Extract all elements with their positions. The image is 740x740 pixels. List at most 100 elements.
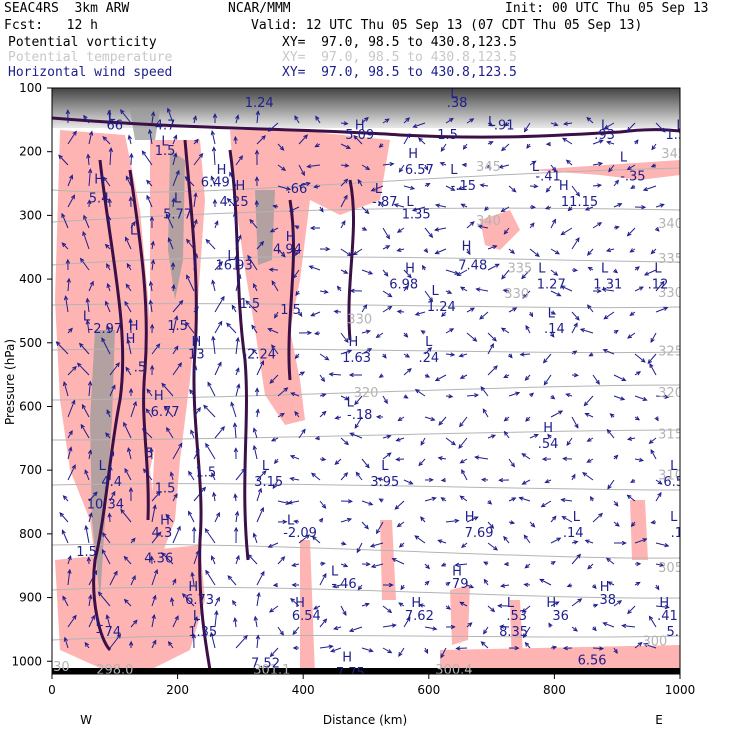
wind-vector (87, 154, 90, 166)
wind-vector (487, 521, 494, 529)
wind-vector (108, 216, 111, 229)
wind-vector (529, 248, 540, 257)
wind-vector (361, 348, 372, 355)
wind-arrowhead (479, 315, 485, 320)
wind-vector (67, 175, 73, 187)
wind-arrowhead (205, 569, 210, 575)
wind-arrowhead (152, 504, 157, 510)
wind-arrowhead (529, 222, 535, 228)
wind-vector (58, 155, 69, 166)
wind-vector (125, 284, 132, 292)
theta-label: 340 (658, 217, 683, 232)
high-low-label: L (406, 195, 414, 210)
wind-vector (151, 595, 156, 607)
wind-arrowhead (617, 203, 623, 208)
wind-vector (438, 416, 447, 426)
wind-arrowhead (146, 388, 151, 394)
wind-arrowhead (409, 185, 416, 190)
wind-vector (340, 332, 349, 343)
wind-vector (353, 135, 363, 145)
wind-arrowhead (386, 434, 392, 439)
wind-arrowhead (348, 627, 354, 633)
wind-arrowhead (617, 600, 623, 605)
wind-vector (67, 569, 71, 586)
wind-arrowhead (418, 603, 424, 608)
high-low-label: H (126, 332, 136, 347)
wind-arrowhead (497, 603, 503, 609)
wind-arrowhead (414, 535, 420, 540)
wind-arrowhead (635, 266, 640, 271)
wind-vector (655, 479, 662, 485)
wind-arrowhead (514, 645, 520, 651)
wind-arrowhead (72, 130, 77, 136)
wind-arrowhead (431, 496, 437, 501)
wind-arrowhead (489, 524, 495, 529)
wind-arrowhead (156, 531, 162, 537)
wind-vector (628, 437, 636, 440)
wind-vector (277, 164, 286, 171)
high-low-label: L (670, 510, 678, 525)
wind-arrowhead (533, 433, 539, 438)
wind-arrowhead (287, 500, 293, 505)
wind-arrowhead (161, 552, 166, 557)
wind-vector (481, 641, 489, 649)
wind-arrowhead (512, 307, 518, 312)
wind-arrowhead (368, 270, 374, 275)
wind-arrowhead (294, 354, 300, 360)
wind-arrowhead (279, 412, 285, 418)
wind-vector (124, 301, 132, 313)
wind-arrowhead (432, 626, 438, 631)
wind-arrowhead (254, 149, 260, 155)
wind-arrowhead (503, 416, 509, 422)
wind-vector (382, 290, 392, 298)
wind-vector (270, 227, 279, 233)
wind-arrowhead (150, 259, 156, 265)
wind-vector (151, 260, 154, 271)
wind-vector (487, 343, 494, 355)
wind-arrowhead (638, 286, 644, 291)
pv-high-tongue-2 (168, 150, 185, 300)
wind-arrowhead (116, 633, 122, 639)
wind-vector (124, 599, 132, 607)
wind-arrowhead (111, 384, 116, 390)
wind-arrowhead (233, 447, 239, 453)
high-low-label: .53 (506, 609, 527, 624)
wind-arrowhead (314, 435, 320, 441)
wind-arrowhead (349, 432, 355, 437)
wind-arrowhead (550, 394, 556, 400)
wind-arrowhead (500, 583, 506, 588)
wind-vector (370, 542, 384, 547)
wind-vector (307, 164, 321, 168)
wind-arrowhead (364, 602, 370, 607)
wind-vector (109, 466, 112, 481)
wind-vector (329, 373, 342, 376)
wind-arrowhead (281, 166, 287, 171)
wind-arrowhead (101, 548, 106, 554)
wind-arrowhead (106, 409, 111, 415)
wind-arrowhead (253, 615, 258, 621)
wind-arrowhead (596, 183, 603, 188)
high-low-label: 1.5 (437, 128, 458, 143)
wind-arrowhead (509, 520, 516, 525)
wind-vector (403, 368, 412, 376)
wind-arrowhead (574, 423, 579, 429)
pv-contour-central-2 (347, 179, 355, 341)
wind-vector (142, 428, 153, 439)
wind-arrowhead (474, 455, 480, 460)
wind-arrowhead (110, 451, 115, 457)
wind-arrowhead (494, 263, 500, 268)
wind-arrowhead (353, 134, 359, 140)
wind-arrowhead (113, 570, 118, 576)
wind-arrowhead (227, 575, 233, 580)
wind-vector (151, 640, 157, 649)
pv-shade-strip-b (380, 520, 396, 600)
wind-vector (130, 575, 136, 586)
wind-arrowhead (218, 261, 223, 266)
wind-vector (319, 411, 327, 418)
wind-vector (151, 491, 161, 502)
wind-arrowhead (637, 641, 643, 647)
wind-arrowhead (503, 561, 509, 567)
wind-arrowhead (282, 519, 288, 525)
model-name: SEAC4RS 3km ARW (4, 1, 130, 16)
field-theta-xy: XY= 97.0, 98.5 to 430.8,123.5 (282, 50, 517, 65)
